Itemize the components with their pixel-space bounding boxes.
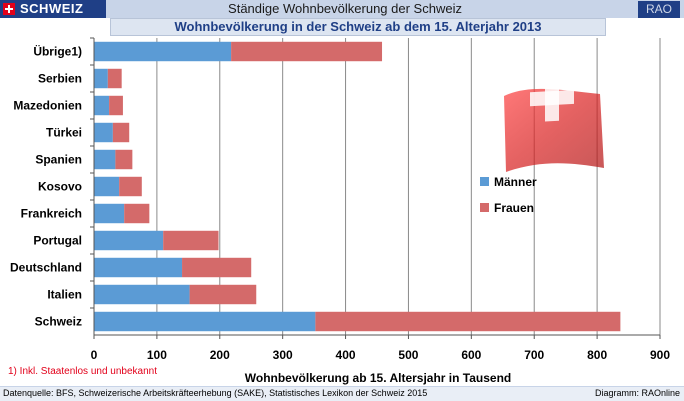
category-label: Italien <box>47 288 82 302</box>
x-tick-label: 200 <box>210 348 230 362</box>
bar-maenner <box>94 203 125 224</box>
bar-frauen <box>112 122 130 143</box>
header-code: RAO <box>637 1 680 18</box>
subtitle-bar: Wohnbevölkerung in der Schweiz ab dem 15… <box>110 18 606 36</box>
chart-title: Wohnbevölkerung in der Schweiz ab dem 15… <box>174 19 542 34</box>
brand-badge: SCHWEIZ <box>0 0 106 18</box>
bar-frauen <box>231 41 383 62</box>
bar-maenner <box>94 176 120 197</box>
bar-maenner <box>94 257 183 278</box>
bar-frauen <box>119 176 142 197</box>
bar-frauen <box>182 257 252 278</box>
credit-text: Diagramm: RAOnline <box>594 388 680 398</box>
category-label: Portugal <box>33 234 82 248</box>
bar-maenner <box>94 230 164 251</box>
legend-label: Frauen <box>494 201 534 215</box>
bar-maenner <box>94 284 190 305</box>
source-text: Datenquelle: BFS, Schweizerische Arbeits… <box>3 388 428 398</box>
x-tick-label: 100 <box>147 348 167 362</box>
bar-frauen <box>115 149 133 170</box>
legend: Männer Frauen <box>480 175 537 215</box>
bar-frauen <box>107 68 122 89</box>
bar-frauen <box>189 284 257 305</box>
x-axis-title: Wohnbevölkerung ab 15. Altersjahr in Tau… <box>245 371 512 385</box>
x-tick-label: 500 <box>398 348 418 362</box>
bar-maenner <box>94 122 113 143</box>
category-label: Kosovo <box>38 180 82 194</box>
category-label: Schweiz <box>35 315 82 329</box>
category-label: Spanien <box>35 153 82 167</box>
bar-frauen <box>109 95 123 116</box>
legend-swatch <box>480 203 489 212</box>
x-tick-label: 700 <box>524 348 544 362</box>
x-tick-label: 800 <box>587 348 607 362</box>
chart-svg: Übrige1) Serbien Mazedonien Türkei Spanien Ko… <box>10 37 670 385</box>
x-tick-label: 900 <box>650 348 670 362</box>
legend-label: Männer <box>494 175 537 189</box>
swiss-flag-icon <box>504 74 604 172</box>
top-bar: SCHWEIZ Ständige Wohnbevölkerung der Sch… <box>0 0 684 18</box>
header-title: Ständige Wohnbevölkerung der Schweiz <box>228 1 462 16</box>
brand-label: SCHWEIZ <box>20 1 84 16</box>
bar-frauen <box>124 203 150 224</box>
category-label: Türkei <box>46 126 82 140</box>
bar-maenner <box>94 41 232 62</box>
x-tick-label: 400 <box>336 348 356 362</box>
bars <box>94 41 621 332</box>
x-tick-labels: 0 100 200 300 400 500 600 700 800 900 <box>91 335 670 362</box>
x-tick-label: 300 <box>273 348 293 362</box>
legend-swatch <box>480 177 489 186</box>
footer-bar: Datenquelle: BFS, Schweizerische Arbeits… <box>0 386 684 401</box>
category-label: Serbien <box>38 72 82 86</box>
x-tick-label: 600 <box>461 348 481 362</box>
footnote: 1) Inkl. Staatenlos und unbekannt <box>8 366 157 377</box>
bar-maenner <box>94 149 116 170</box>
bar-maenner <box>94 68 108 89</box>
bar-maenner <box>94 95 110 116</box>
category-label: Deutschland <box>10 261 82 275</box>
category-label: Übrige1) <box>33 44 82 59</box>
bar-frauen <box>163 230 219 251</box>
category-label: Frankreich <box>21 207 82 221</box>
category-label: Mazedonien <box>13 99 82 113</box>
swiss-cross-icon <box>3 3 15 15</box>
x-tick-label: 0 <box>91 348 98 362</box>
bar-maenner <box>94 311 316 332</box>
bar-frauen <box>315 311 621 332</box>
category-labels: Übrige1) Serbien Mazedonien Türkei Spanien Ko… <box>10 37 94 329</box>
